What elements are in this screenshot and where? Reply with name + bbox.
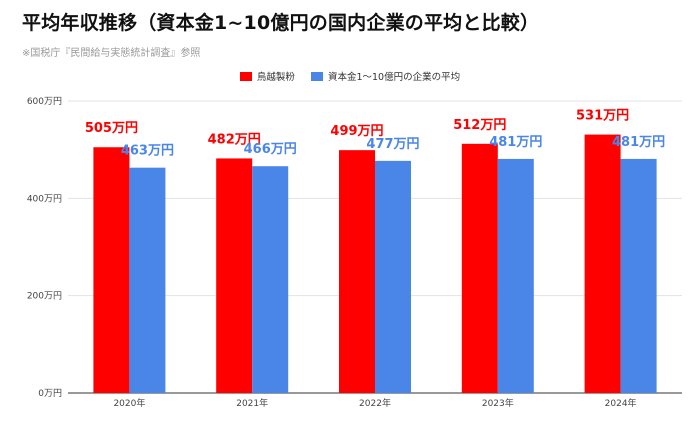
bar-series-2 [375,160,411,393]
y-tick-label: 200万円 [27,291,62,302]
bar-series-2 [252,166,289,393]
data-label-series-1: 505万円 [85,121,138,136]
data-label-series-2: 481万円 [612,135,665,150]
bar-series-2 [497,158,534,393]
y-tick-label: 400万円 [27,193,62,204]
bar-series-2 [620,158,657,393]
data-label-series-2: 466万円 [244,142,297,157]
data-label-series-1: 512万円 [453,118,506,133]
legend-label-series-2: 資本金1～10億円の企業の平均 [327,72,461,83]
x-tick-label: 2023年 [482,397,514,409]
bar-series-1 [93,147,130,393]
x-tick-label: 2022年 [359,397,391,409]
x-tick-label: 2021年 [236,397,268,409]
y-tick-label: 600万円 [27,96,62,107]
legend-swatch-series-1 [239,71,252,81]
x-tick-label: 2024年 [605,397,637,409]
chart-title: 平均年収推移（資本金1~10億円の国内企業の平均と比較） [22,12,540,34]
legend: 鳥越製粉 資本金1～10億円の企業の平均 [0,69,700,83]
data-label-series-1: 482万円 [208,132,261,147]
source-note: ※国税庁『民間給与実態統計調査』参照 [22,48,201,59]
legend-swatch-series-2 [310,71,323,81]
data-label-series-2: 477万円 [366,137,419,152]
legend-label-series-1: 鳥越製粉 [256,72,295,83]
x-tick-label: 2020年 [113,397,145,409]
bar-series-1 [461,143,498,393]
legend-item-series-2: 資本金1～10億円の企業の平均 [310,69,461,83]
data-label-series-1: 531万円 [576,109,629,124]
legend-item-series-1: 鳥越製粉 [239,69,295,83]
bar-series-2 [129,167,166,393]
data-label-series-1: 499万円 [330,124,383,139]
data-label-series-2: 463万円 [121,144,174,159]
bar-series-1 [339,150,375,393]
bar-series-1 [584,134,621,393]
data-label-series-2: 481万円 [489,135,542,150]
y-tick-label: 0万円 [38,388,62,399]
bar-series-1 [216,158,253,393]
